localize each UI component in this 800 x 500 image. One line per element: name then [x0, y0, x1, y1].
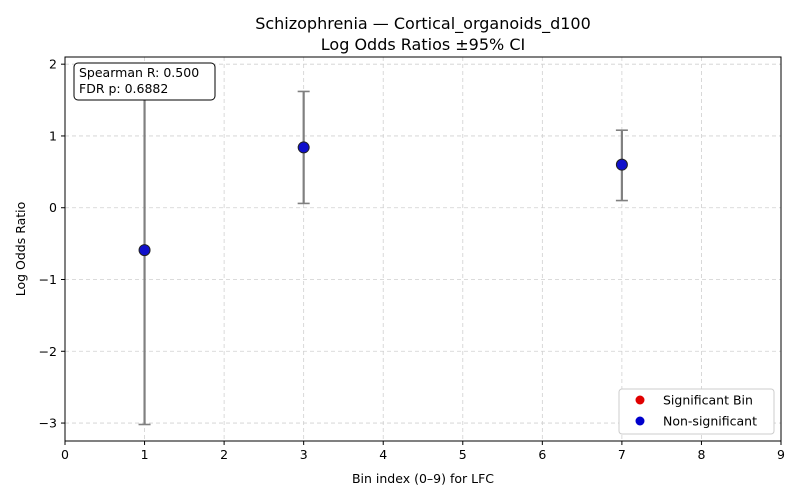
data-points [138, 141, 628, 257]
x-tick-label: 2 [220, 447, 228, 462]
grid [64, 57, 782, 441]
data-point [297, 141, 310, 154]
axis-ticks: 0 1 2 3 4 5 6 7 8 9 −3 −2 −1 0 1 2 [39, 57, 785, 462]
x-tick-label: 0 [61, 447, 69, 462]
y-tick-label: −1 [39, 272, 57, 287]
legend: Significant Bin Non-significant [618, 388, 775, 435]
data-point [138, 244, 151, 257]
y-tick-label: −3 [39, 416, 57, 431]
y-tick-label: 1 [49, 128, 57, 143]
chart-title-line2: Log Odds Ratios ±95% CI [321, 35, 525, 54]
legend-label-nonsignificant: Non-significant [663, 414, 757, 429]
legend-label-significant: Significant Bin [663, 393, 753, 408]
stats-box-frame [73, 62, 216, 101]
y-axis-label: Log Odds Ratio [13, 202, 28, 297]
x-tick-label: 3 [300, 447, 308, 462]
chart-title-line1: Schizophrenia — Cortical_organoids_d100 [255, 14, 591, 34]
x-tick-label: 5 [459, 447, 467, 462]
x-axis-label: Bin index (0–9) for LFC [352, 471, 494, 486]
legend-frame [618, 388, 775, 435]
x-tick-label: 9 [777, 447, 785, 462]
stats-spearman: Spearman R: 0.500 [79, 65, 199, 80]
x-tick-label: 7 [618, 447, 626, 462]
stats-fdr: FDR p: 0.6882 [79, 81, 168, 96]
plot-frame [64, 56, 782, 442]
legend-marker-nonsignificant [635, 416, 645, 426]
legend-marker-significant [635, 395, 645, 405]
x-tick-label: 6 [538, 447, 546, 462]
y-tick-label: −2 [39, 344, 57, 359]
x-tick-label: 8 [697, 447, 705, 462]
y-tick-label: 2 [49, 57, 57, 72]
stats-box: Spearman R: 0.500 FDR p: 0.6882 [73, 62, 216, 101]
y-tick-label: 0 [49, 200, 57, 215]
data-point [615, 158, 628, 171]
x-tick-label: 4 [379, 447, 387, 462]
x-tick-label: 1 [141, 447, 149, 462]
